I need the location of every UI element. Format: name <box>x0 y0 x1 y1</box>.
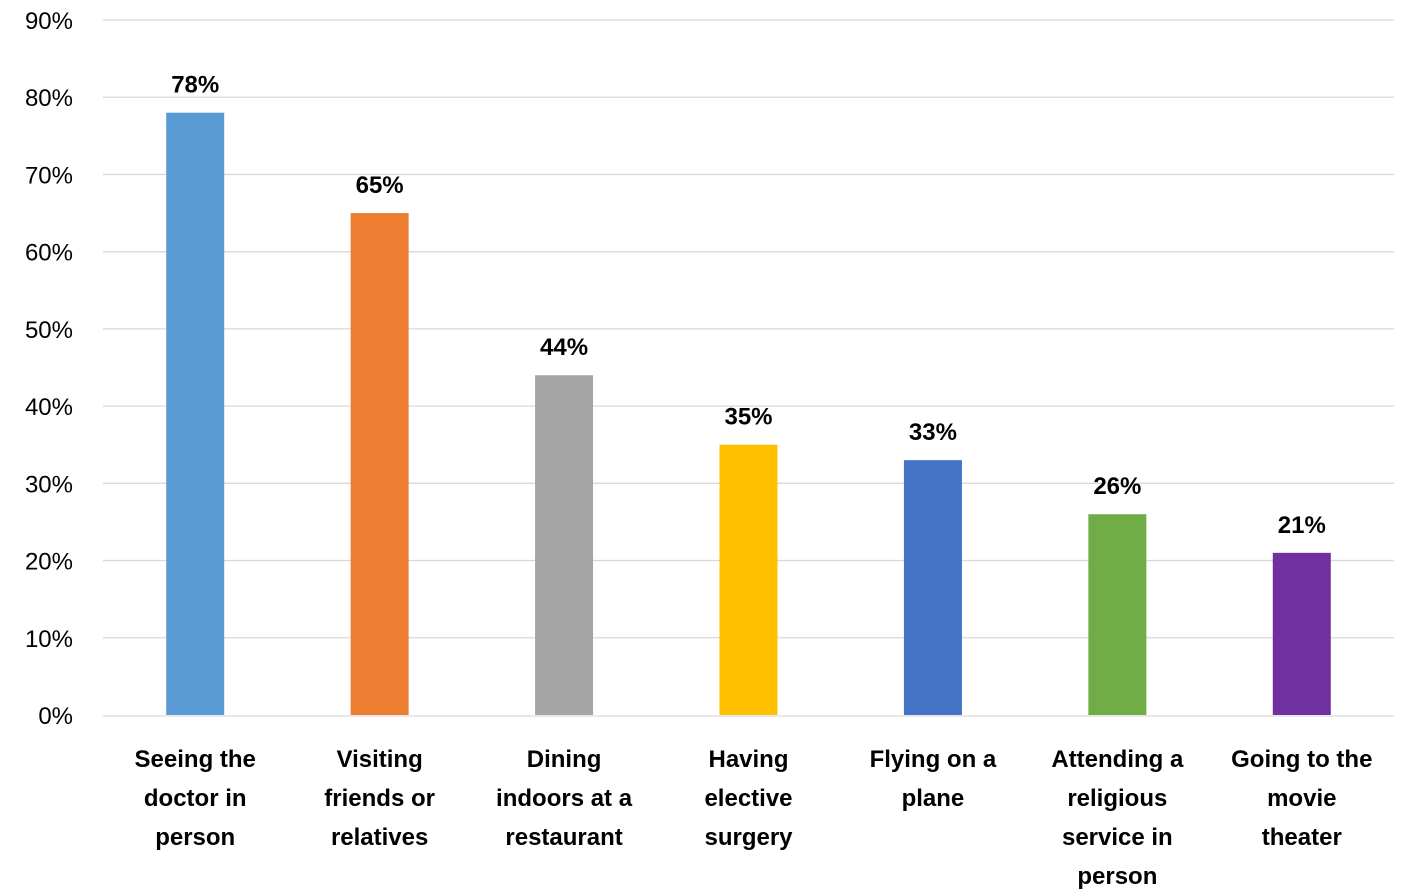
bar <box>535 375 594 715</box>
x-tick-label: plane <box>902 785 965 812</box>
x-tick-label: elective <box>704 785 792 812</box>
y-tick-label: 70% <box>25 162 73 189</box>
x-tick-label: Flying on a <box>870 746 997 773</box>
data-label: 35% <box>724 404 772 431</box>
x-tick-label: service in <box>1062 824 1173 851</box>
bar <box>1088 514 1147 715</box>
data-label: 26% <box>1093 473 1141 500</box>
x-tick-label: Attending a <box>1051 746 1184 773</box>
y-tick-label: 90% <box>25 8 73 35</box>
y-tick-label: 50% <box>25 317 73 344</box>
y-tick-label: 10% <box>25 626 73 653</box>
y-tick-label: 80% <box>25 85 73 112</box>
x-tick-label: person <box>155 824 235 851</box>
y-tick-label: 20% <box>25 549 73 576</box>
x-tick-label: friends or <box>324 785 435 812</box>
x-tick-label: Dining <box>527 746 602 773</box>
bar <box>166 112 225 715</box>
x-tick-label: Visiting <box>337 746 423 773</box>
x-tick-label: indoors at a <box>496 785 633 812</box>
bar <box>1272 552 1331 715</box>
bar <box>350 213 409 716</box>
bar <box>903 460 962 715</box>
y-tick-label: 0% <box>38 703 73 730</box>
x-tick-label: theater <box>1262 824 1342 851</box>
x-tick-label: religious <box>1067 785 1167 812</box>
x-tick-label: Seeing the <box>135 746 256 773</box>
x-tick-label: doctor in <box>144 785 247 812</box>
data-label: 21% <box>1278 512 1326 539</box>
x-tick-label: surgery <box>704 824 793 851</box>
x-tick-label: Having <box>708 746 788 773</box>
data-label: 33% <box>909 419 957 446</box>
x-tick-label: Going to the <box>1231 746 1372 773</box>
x-tick-label: movie <box>1267 785 1336 812</box>
y-tick-label: 60% <box>25 240 73 267</box>
data-label: 44% <box>540 334 588 361</box>
x-tick-label: relatives <box>331 824 428 851</box>
bar <box>719 444 778 715</box>
data-label: 78% <box>171 72 219 99</box>
y-tick-label: 40% <box>25 394 73 421</box>
y-tick-label: 30% <box>25 471 73 498</box>
x-tick-label: person <box>1077 863 1157 890</box>
x-tick-label: restaurant <box>505 824 622 851</box>
data-label: 65% <box>356 172 404 199</box>
